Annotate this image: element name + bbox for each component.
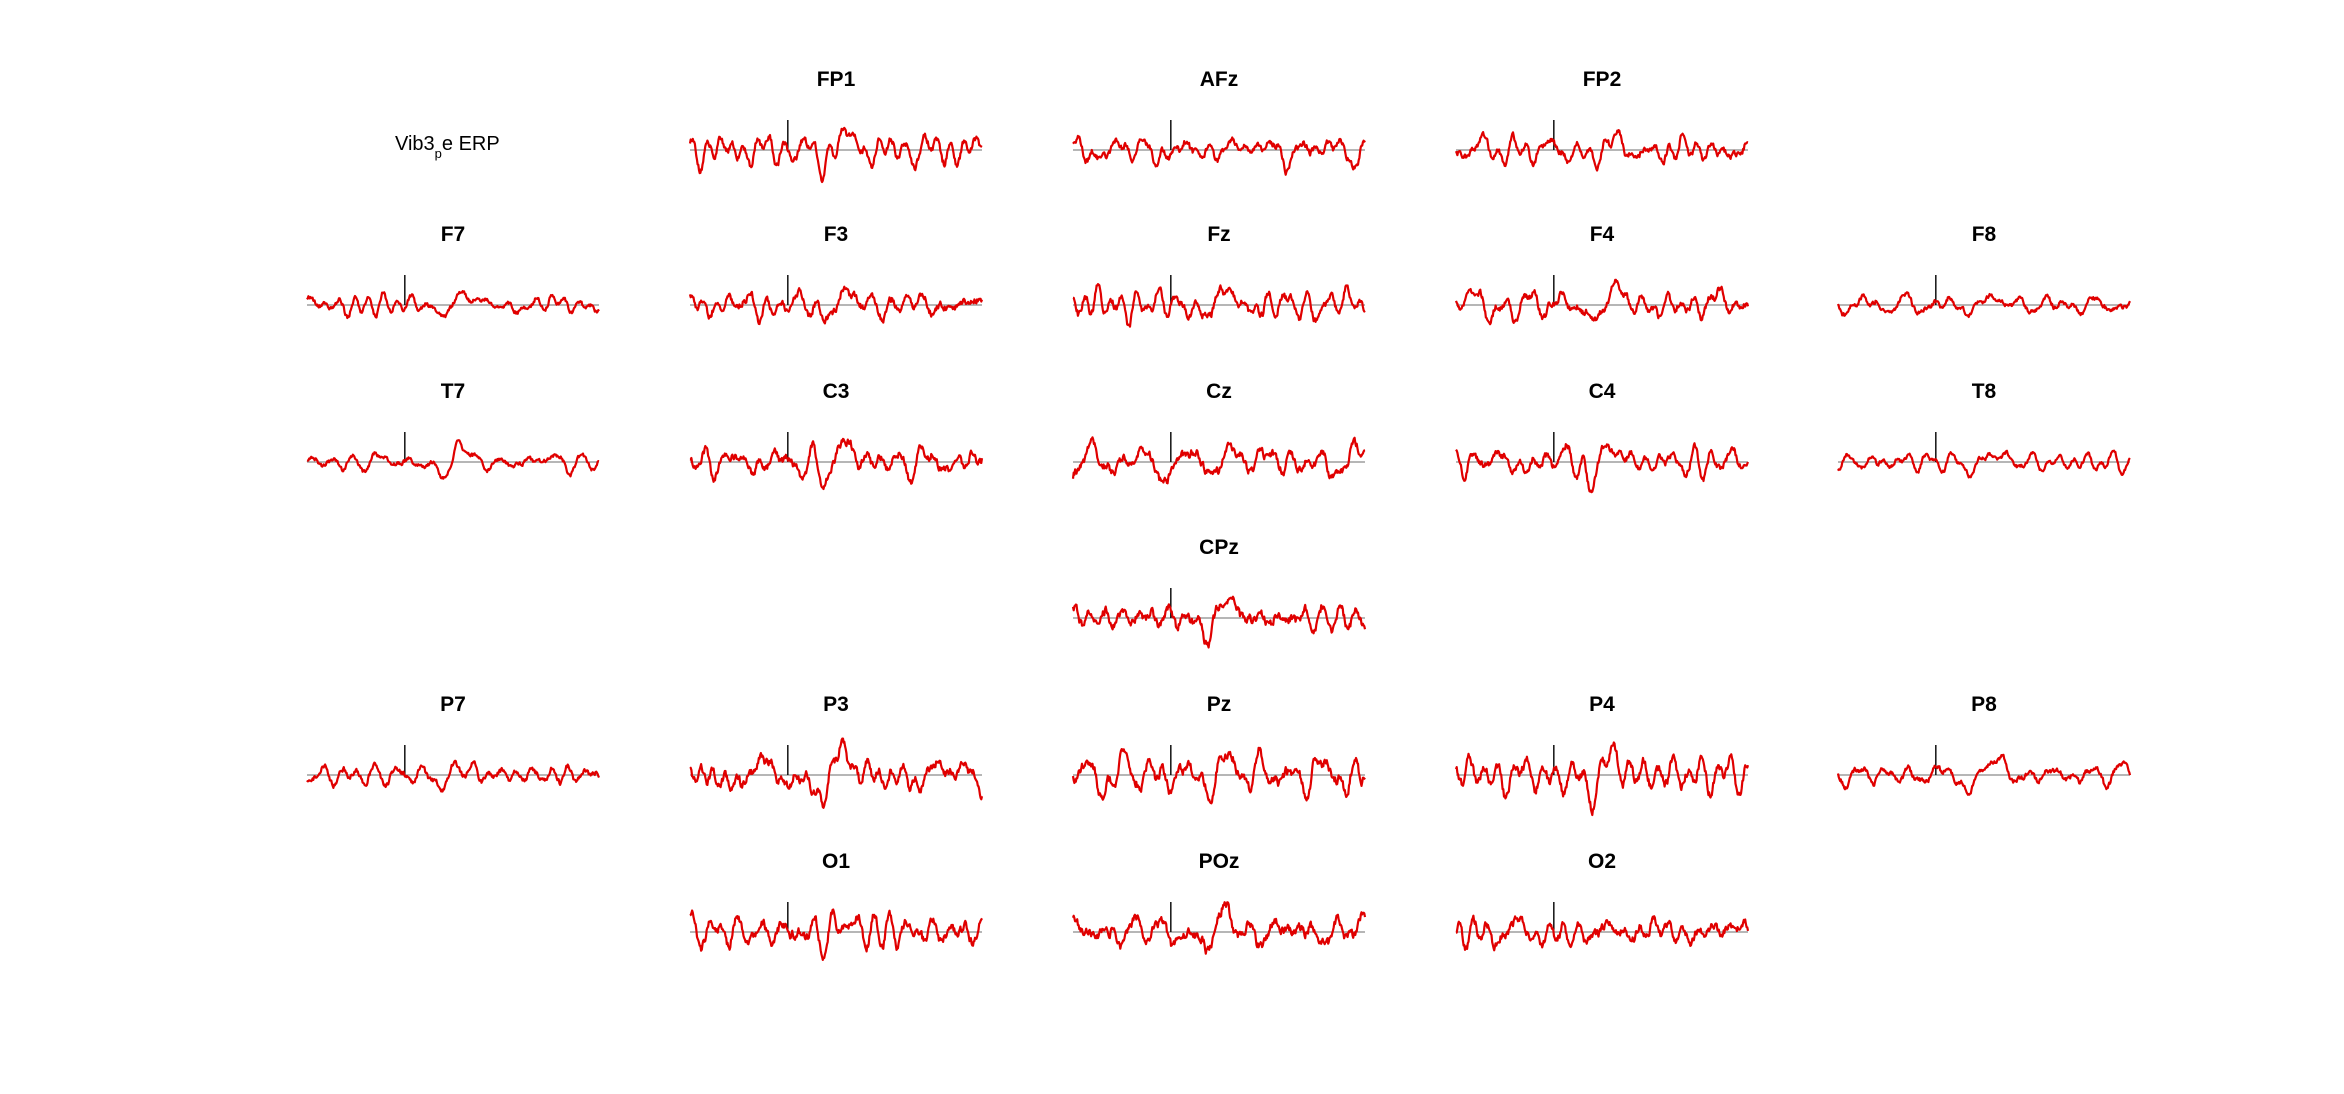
channel-panel-o2: O2	[1455, 850, 1750, 952]
channel-title: C4	[1589, 380, 1616, 403]
erp-trace	[1071, 746, 1366, 805]
channel-panel-f4: F4	[1454, 223, 1750, 326]
erp-trace	[306, 759, 601, 793]
erp-trace	[1454, 278, 1750, 326]
channel-title: O2	[1588, 850, 1616, 873]
channel-panel-fp2: FP2	[1454, 68, 1749, 172]
erp-trace	[689, 908, 983, 962]
erp-trace	[1455, 442, 1750, 494]
channel-title: C3	[823, 380, 850, 403]
channel-title: F3	[824, 223, 849, 246]
channel-panel-cpz: CPz	[1071, 536, 1367, 649]
channel-panel-f8: F8	[1836, 223, 2131, 319]
channel-title: P3	[823, 693, 849, 716]
erp-trace	[689, 737, 984, 809]
channel-title: Pz	[1207, 693, 1232, 716]
erp-trace	[1071, 436, 1366, 485]
channel-panel-f3: F3	[688, 223, 984, 326]
channel-title: T7	[441, 380, 466, 403]
erp-trace	[306, 290, 600, 320]
channel-panel-cz: Cz	[1071, 380, 1366, 485]
channel-panel-afz: AFz	[1072, 68, 1366, 176]
channel-title: Fz	[1207, 223, 1230, 246]
channel-panel-f7: F7	[306, 223, 600, 320]
channel-title: CPz	[1199, 536, 1239, 559]
channel-panel-o1: O1	[689, 850, 983, 962]
channel-panel-p4: P4	[1454, 693, 1750, 817]
erp-trace	[1836, 753, 2132, 796]
erp-trace	[1837, 449, 2131, 479]
channel-title: O1	[822, 850, 850, 873]
erp-trace	[1071, 901, 1367, 955]
erp-trace	[688, 285, 984, 326]
erp-trace	[1455, 914, 1750, 952]
figure-label: Vib3pe ERP	[395, 133, 500, 161]
channel-panel-p7: P7	[306, 693, 601, 793]
channel-title: AFz	[1200, 68, 1239, 91]
erp-trace	[1072, 283, 1366, 328]
figure-label-sub: p	[435, 146, 442, 161]
erp-trace	[689, 437, 984, 491]
erp-trace	[1454, 129, 1749, 172]
channel-panel-c3: C3	[689, 380, 984, 491]
erp-trace	[1836, 291, 2131, 319]
figure-label-rest: e ERP	[442, 133, 500, 155]
channel-title: F4	[1590, 223, 1615, 246]
channel-grid: FP1 AFz FP2 F7 F3 Fz F4 F8 T7 C3 Cz C4 T8 CPz P7 P3 Pz P4…	[306, 68, 2132, 962]
erp-trace	[688, 126, 983, 184]
channel-title: FP1	[817, 68, 856, 91]
channel-title: Cz	[1206, 380, 1232, 403]
channel-title: F8	[1972, 223, 1997, 246]
channel-panel-p3: P3	[689, 693, 984, 809]
channel-title: T8	[1972, 380, 1997, 403]
erp-trace	[1072, 134, 1366, 176]
channel-panel-poz: POz	[1071, 850, 1367, 955]
erp-trace	[1454, 741, 1750, 817]
channel-panel-p8: P8	[1836, 693, 2132, 796]
channel-panel-t7: T7	[306, 380, 600, 480]
channel-panel-fz: Fz	[1072, 223, 1366, 328]
figure-label-main: Vib3	[395, 133, 435, 155]
channel-panel-pz: Pz	[1071, 693, 1366, 805]
erp-trace	[1071, 595, 1367, 649]
channel-panel-t8: T8	[1837, 380, 2131, 479]
channel-title: FP2	[1583, 68, 1622, 91]
channel-title: P8	[1971, 693, 1997, 716]
channel-panel-fp1: FP1	[688, 68, 983, 184]
channel-title: P4	[1589, 693, 1615, 716]
channel-title: POz	[1199, 850, 1240, 873]
channel-title: F7	[441, 223, 466, 246]
erp-trace	[306, 439, 600, 480]
channel-title: P7	[440, 693, 466, 716]
channel-panel-c4: C4	[1455, 380, 1750, 494]
